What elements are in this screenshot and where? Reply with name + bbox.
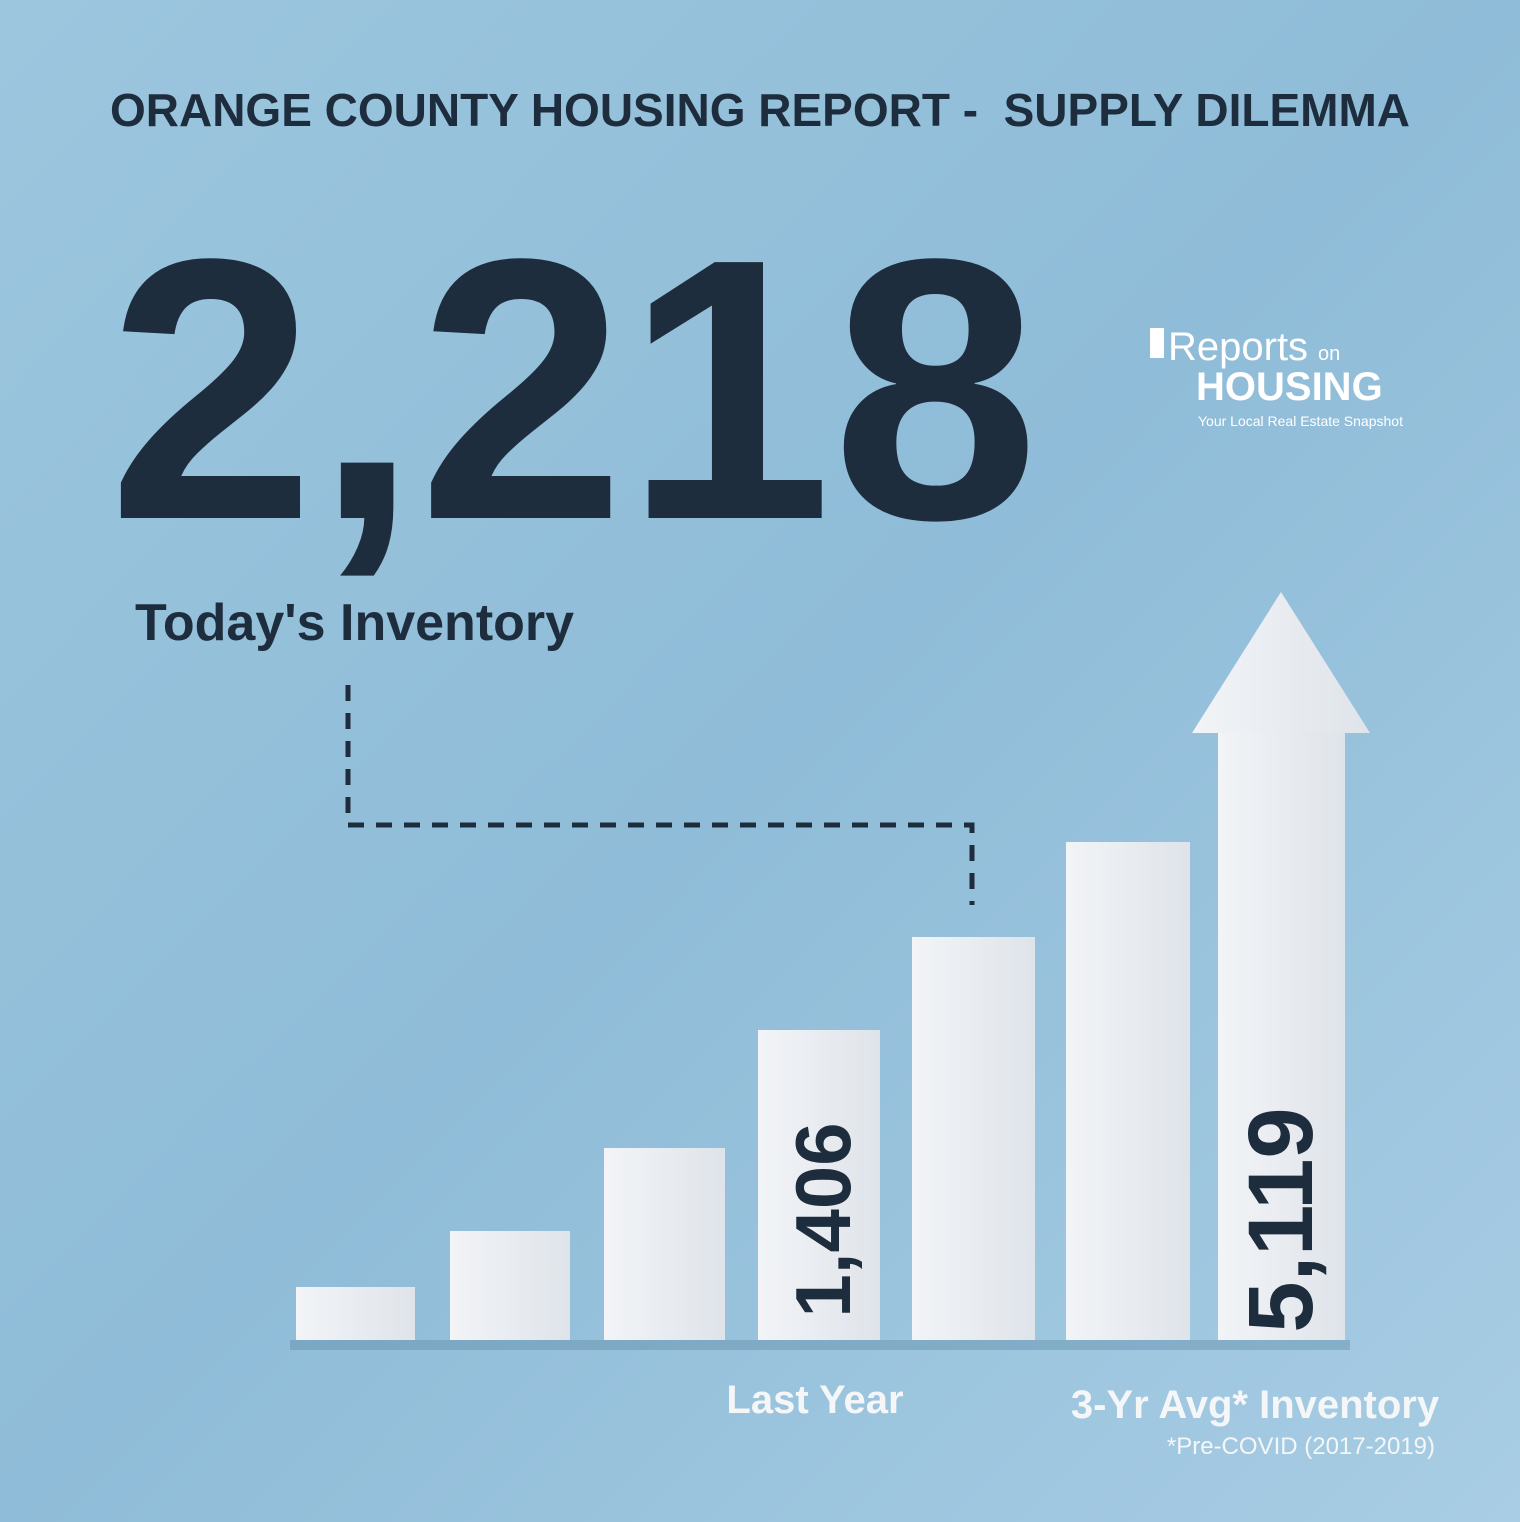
title: ORANGE COUNTY HOUSING REPORT - SUPPLY DI…: [110, 84, 1410, 136]
last-year-value: 1,406: [779, 1122, 867, 1317]
connector: [345, 685, 975, 905]
arrow-shaft: [1218, 730, 1345, 1340]
arrow-head: [1192, 592, 1370, 733]
logo-name-bottom: HOUSING: [1196, 365, 1383, 409]
logo-name-top: Reports: [1168, 325, 1308, 369]
logo-icon: [1150, 328, 1164, 358]
bar: [1066, 842, 1190, 1340]
bars: [296, 592, 1370, 1340]
headline-number: 2,218: [108, 181, 1039, 597]
bar: [758, 1030, 880, 1340]
bar: [912, 937, 1035, 1340]
avg-label: 3-Yr Avg* Inventory: [1071, 1383, 1440, 1427]
avg-note: *Pre-COVID (2017-2019): [1167, 1433, 1435, 1460]
bar: [296, 1287, 415, 1340]
last-year-label: Last Year: [726, 1378, 903, 1422]
logo: Reports on HOUSING Your Local Real Estat…: [1150, 325, 1403, 429]
bar: [450, 1231, 570, 1340]
bar-shadow: [290, 1340, 1350, 1350]
bar: [604, 1148, 725, 1340]
avg-value: 5,119: [1230, 1107, 1332, 1332]
logo-name-on: on: [1318, 343, 1340, 365]
headline-label: Today's Inventory: [135, 594, 574, 652]
logo-tagline: Your Local Real Estate Snapshot: [1198, 413, 1403, 429]
